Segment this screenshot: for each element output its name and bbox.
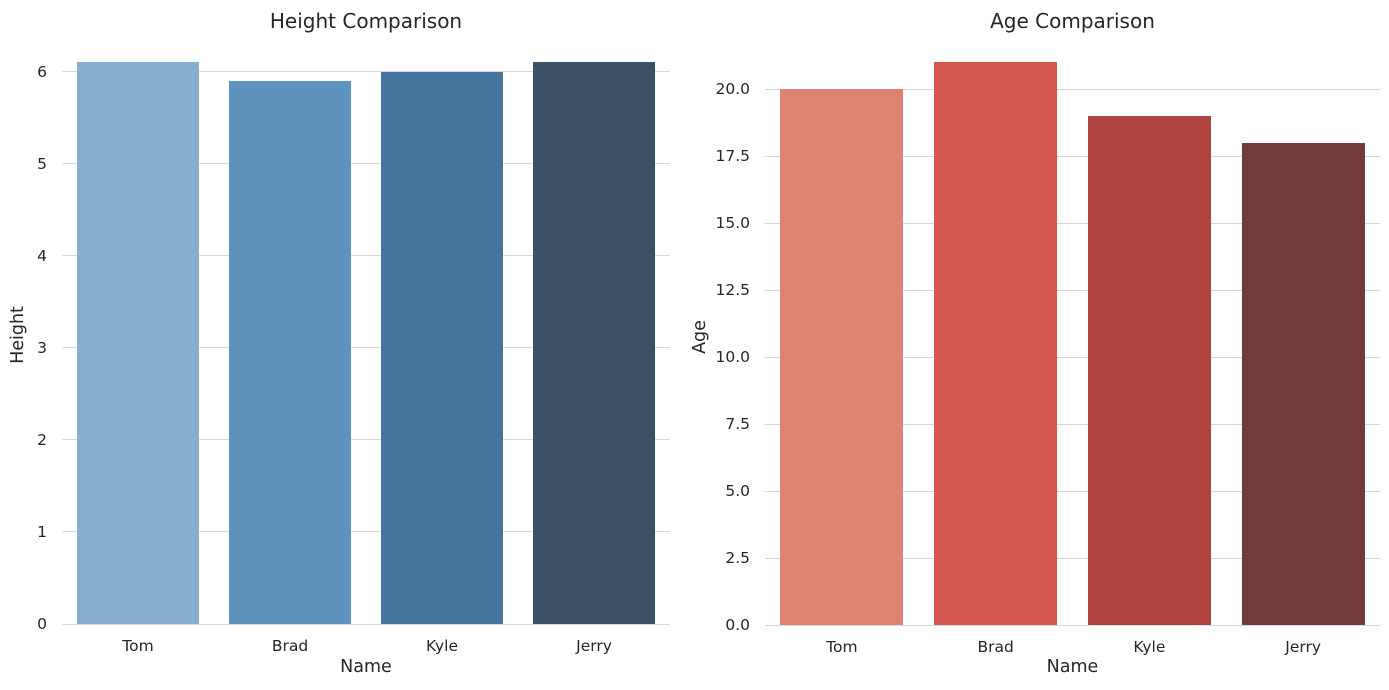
y-tick-label: 2.5	[725, 549, 750, 567]
y-tick-label: 4	[37, 246, 47, 265]
gridline	[62, 71, 670, 73]
bar-tom	[77, 62, 199, 624]
y-tick-label: 5.0	[725, 482, 750, 500]
y-tick-label: 15.0	[715, 214, 750, 232]
y-tick-label: 0.0	[725, 616, 750, 634]
x-tick-label: Brad	[271, 637, 309, 655]
gridline	[62, 255, 670, 257]
gridline	[765, 155, 1380, 157]
chart-title: Age Comparison	[990, 9, 1155, 33]
x-tick-label: Kyle	[425, 637, 459, 655]
gridline	[765, 356, 1380, 358]
y-tick-label: 0	[37, 615, 47, 633]
gridline	[765, 557, 1380, 559]
x-tick-label: Jerry	[576, 637, 612, 655]
gridline	[765, 624, 1380, 626]
y-tick-label: 17.5	[715, 147, 750, 165]
bar-kyle	[381, 71, 503, 624]
x-axis-label: Name	[340, 657, 392, 677]
y-tick-label: 5	[37, 154, 47, 173]
bar-jerry	[533, 62, 655, 624]
gridline	[62, 163, 670, 165]
y-tick-label: 10.0	[715, 348, 750, 366]
y-tick-label: 3	[37, 338, 47, 357]
gridline	[62, 439, 670, 441]
gridline	[765, 423, 1380, 425]
bar-brad	[934, 62, 1058, 625]
gridline	[765, 490, 1380, 492]
x-axis-label: Name	[1046, 657, 1099, 677]
x-tick-label: Tom	[122, 637, 154, 655]
x-tick-label: Kyle	[1133, 638, 1166, 656]
x-tick-label: Brad	[977, 638, 1014, 656]
bar-brad	[229, 80, 351, 624]
x-tick-label: Tom	[826, 638, 858, 656]
bar-tom	[780, 89, 904, 625]
bar-jerry	[1241, 142, 1365, 625]
bar-kyle	[1087, 115, 1211, 625]
gridline	[765, 222, 1380, 224]
y-tick-label: 7.5	[725, 415, 750, 433]
y-tick-label: 1	[37, 522, 47, 541]
gridline	[62, 531, 670, 533]
y-tick-label: 20.0	[715, 80, 750, 98]
gridline	[62, 347, 670, 349]
y-tick-label: 12.5	[715, 281, 750, 299]
chart-title: Height Comparison	[269, 9, 463, 33]
gridline	[765, 88, 1380, 90]
gridline	[765, 289, 1380, 291]
y-tick-label: 2	[37, 430, 47, 449]
gridline	[62, 623, 670, 625]
y-tick-label: 6	[37, 62, 47, 81]
x-tick-label: Jerry	[1285, 638, 1322, 656]
